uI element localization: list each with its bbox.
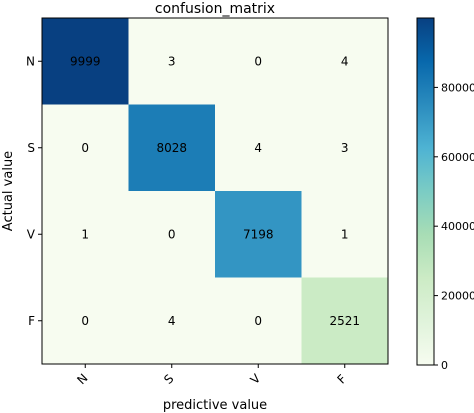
x-tick-label: V	[248, 371, 264, 387]
heatmap-cell	[301, 191, 389, 278]
heatmap-cell	[42, 277, 129, 365]
y-tick-label: V	[27, 227, 36, 241]
heatmap-cell-value: 0	[168, 227, 176, 241]
colorbar-tick-label: 80000	[441, 81, 474, 94]
heatmap-cell	[128, 104, 216, 192]
heatmap-cell-value: 4	[341, 54, 349, 68]
heatmap-cell	[42, 18, 129, 105]
y-tick-label: N	[26, 54, 35, 68]
x-tick-label: N	[74, 371, 90, 387]
heatmap-cell	[128, 191, 216, 278]
colorbar-tick-label: 40000	[441, 220, 474, 233]
x-tick-label: F	[335, 372, 350, 387]
heatmap-cell-value: 9999	[70, 54, 101, 68]
heatmap-cell-value: 0	[81, 141, 89, 155]
heatmap-cells	[42, 18, 389, 365]
heatmap-cell-value: 7198	[243, 227, 274, 241]
y-tick-label: F	[28, 314, 35, 328]
plot-frame	[41, 17, 389, 365]
colorbar-tick-label: 0	[441, 359, 448, 372]
heatmap-cell-value: 1	[341, 227, 349, 241]
heatmap-cell-value: 0	[81, 314, 89, 328]
colorbar-tick-label: 20000	[441, 290, 474, 303]
heatmap-cell	[301, 18, 389, 105]
x-axis-title: predictive value	[163, 398, 267, 413]
colorbar-ticks: 0 20000 40000 60000 80000	[434, 81, 474, 372]
heatmap-cell-value: 1	[81, 227, 89, 241]
heatmap-cell	[215, 18, 302, 105]
chart-title: confusion_matrix	[155, 1, 275, 17]
y-tick-label: S	[27, 141, 35, 155]
heatmap-cell-value: 4	[254, 141, 262, 155]
heatmap-cell-value: 0	[254, 314, 262, 328]
heatmap-cell	[301, 104, 389, 192]
heatmap-cell	[128, 277, 216, 365]
heatmap-cell	[215, 104, 302, 192]
colorbar-tick-label: 60000	[441, 151, 474, 164]
heatmap-cell-value: 4	[168, 314, 176, 328]
y-axis-ticks: N S V F	[26, 54, 42, 328]
heatmap-cell-value: 0	[254, 54, 262, 68]
heatmap-cell	[42, 104, 129, 192]
heatmap-cell	[42, 191, 129, 278]
heatmap-cell-value: 2521	[329, 314, 360, 328]
heatmap-cell-value: 3	[341, 141, 349, 155]
heatmap-cell-value: 8028	[156, 141, 187, 155]
heatmap-cell-value: 3	[168, 54, 176, 68]
colorbar	[416, 17, 435, 366]
y-axis-title: Actual value	[1, 151, 16, 231]
heatmap-cell	[128, 18, 216, 105]
heatmap-cell	[215, 277, 302, 365]
heatmap-cell	[301, 277, 389, 365]
heatmap-cell	[215, 191, 302, 278]
x-tick-label: S	[161, 372, 176, 387]
heatmap-cell-labels: 9999 3 0 4 0 8028 4 3 1 0 7198 1 0 4 0 2521	[70, 54, 360, 328]
